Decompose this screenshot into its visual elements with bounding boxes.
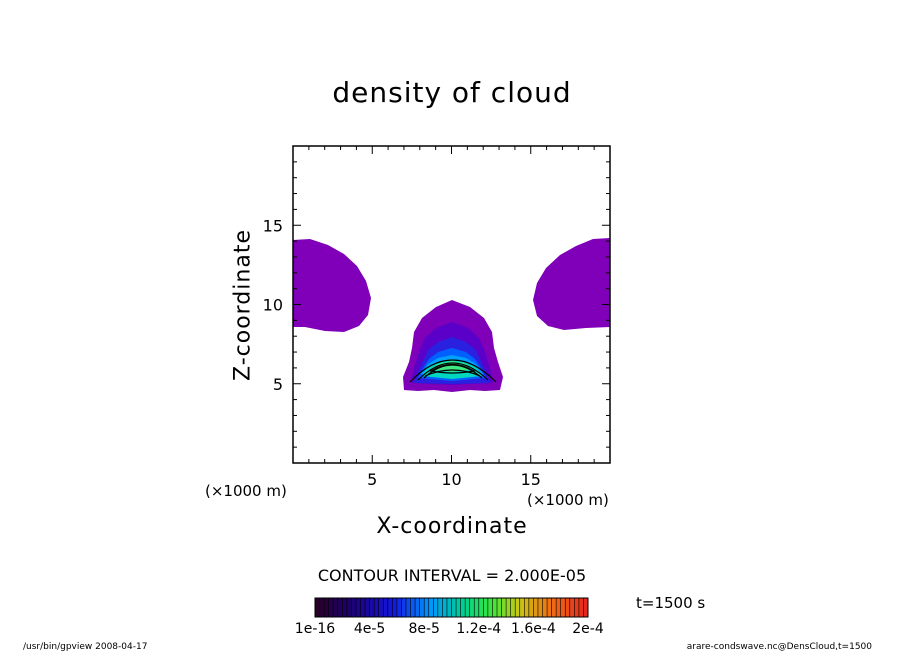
contour-line-1	[409, 359, 497, 383]
colorbar-swatch	[569, 598, 575, 617]
colorbar-swatch	[460, 598, 466, 617]
contour-line-5	[424, 369, 481, 377]
colorbar-swatch	[533, 598, 539, 617]
colorbar-swatch	[574, 598, 580, 617]
x-axis-label: X-coordinate	[376, 514, 528, 539]
colorbar-swatch	[328, 598, 334, 617]
colorbar-swatch	[374, 598, 380, 617]
colorbar-swatch	[324, 598, 330, 617]
colorbar-swatch	[446, 598, 452, 617]
colorbar-swatch	[501, 598, 507, 617]
x-axis-unit: (×1000 m)	[527, 491, 609, 509]
footer-command: /usr/bin/gpview 2008-04-17	[23, 642, 148, 652]
contour-interval-label: CONTOUR INTERVAL = 2.000E-05	[317, 566, 587, 585]
cloud-density-field	[293, 238, 610, 392]
colorbar-frame	[314, 597, 589, 618]
colorbar-swatch	[515, 598, 521, 617]
colorbar-swatch	[537, 598, 543, 617]
colorbar-swatch	[497, 598, 503, 617]
colorbar-swatch	[396, 598, 402, 617]
colorbar-swatch	[424, 598, 430, 617]
colorbar-swatch	[433, 598, 439, 617]
colorbar-swatch	[456, 598, 462, 617]
colorbar-swatch	[410, 598, 416, 617]
time-label: t=1500 s	[636, 594, 706, 612]
colorbar-label: 1.6e-4	[511, 621, 556, 637]
colorbar-swatch	[556, 598, 562, 617]
contour-line-4	[429, 363, 476, 374]
colorbar-swatch	[487, 598, 493, 617]
colorbar-swatch	[387, 598, 393, 617]
x-tick-label: 10	[441, 470, 461, 489]
colorbar-swatch	[465, 598, 471, 617]
colorbar-swatch	[351, 598, 357, 617]
colorbar-swatch	[428, 598, 434, 617]
colorbar-swatch	[319, 598, 325, 617]
colorbar-swatch	[383, 598, 389, 617]
colorbar-swatch	[315, 598, 321, 617]
colorbar-swatch	[337, 598, 343, 617]
colorbar-swatch	[365, 598, 371, 617]
y-tick-label: 15	[263, 216, 283, 235]
colorbar-swatch	[360, 598, 366, 617]
chart-title: density of cloud	[332, 76, 572, 109]
colorbar-swatch	[369, 598, 375, 617]
colorbar-swatch	[560, 598, 566, 617]
colorbar-swatch	[528, 598, 534, 617]
colorbar-swatch	[333, 598, 339, 617]
x-tick-label: 15	[521, 470, 541, 489]
colorbar-swatch	[506, 598, 512, 617]
colorbar-swatch	[442, 598, 448, 617]
colorbar-swatch	[474, 598, 480, 617]
colorbar-swatch	[392, 598, 398, 617]
colorbar-label: 8e-5	[408, 621, 439, 637]
colorbar-swatch	[492, 598, 498, 617]
colorbar-swatch	[542, 598, 548, 617]
footer-source: arare-condswave.nc@DensCloud,t=1500	[686, 642, 872, 652]
colorbar-label: 4e-5	[354, 621, 385, 637]
y-tick-label: 5	[273, 375, 283, 394]
colorbar-label: 1.2e-4	[456, 621, 501, 637]
colorbar-swatch	[524, 598, 530, 617]
colorbar-swatch	[483, 598, 489, 617]
colorbar-label: 1e-16	[295, 621, 335, 637]
colorbar-swatch	[578, 598, 584, 617]
colorbar-swatch	[478, 598, 484, 617]
colorbar-label: 2e-4	[572, 621, 604, 637]
colorbar-swatch	[406, 598, 412, 617]
colorbar-swatch	[378, 598, 384, 617]
colorbar-swatch	[551, 598, 557, 617]
colorbar-swatch	[583, 598, 589, 617]
colorbar-swatch	[355, 598, 361, 617]
colorbar-swatch	[342, 598, 348, 617]
cloud-region-right	[533, 238, 610, 330]
cloud-region-left	[293, 239, 371, 332]
colorbar-swatch	[547, 598, 553, 617]
x-tick-label: 5	[367, 470, 377, 489]
colorbar-swatch	[401, 598, 407, 617]
y-axis-unit: (×1000 m)	[205, 482, 287, 500]
colorbar-swatch	[565, 598, 571, 617]
colorbar-swatch	[419, 598, 425, 617]
colorbar-swatch	[437, 598, 443, 617]
colorbar-swatch	[346, 598, 352, 617]
y-tick-label: 10	[263, 296, 283, 315]
contour-line-2	[417, 362, 489, 381]
colorbar-swatch	[519, 598, 525, 617]
colorbar-swatch	[510, 598, 516, 617]
colorbar-swatch	[469, 598, 475, 617]
colorbar-swatch	[415, 598, 421, 617]
colorbar-swatch	[451, 598, 457, 617]
